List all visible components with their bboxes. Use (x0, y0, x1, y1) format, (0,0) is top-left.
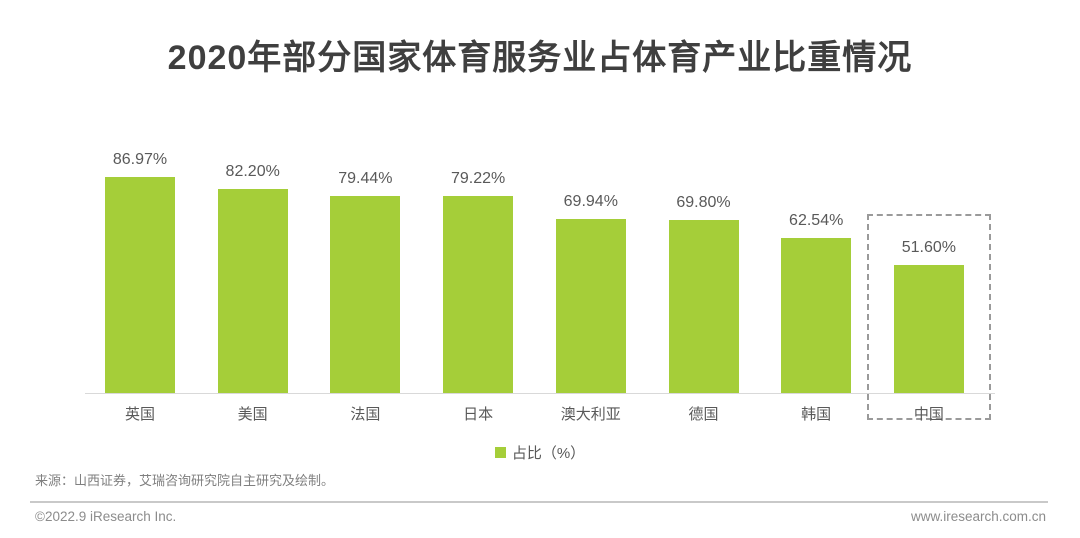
bar-value-label-韩国: 62.54% (789, 211, 844, 229)
bar-澳大利亚 (555, 219, 626, 393)
source-note: 来源：山西证券，艾瑞咨询研究院自主研究及绘制。 (35, 473, 335, 488)
bar-英国 (105, 176, 175, 393)
footer-copyright: ©2022.9 iResearch Inc. (35, 509, 177, 524)
footer-divider (30, 501, 1048, 503)
bar-韩国 (781, 237, 852, 393)
bar-category-label-中国: 中国 (913, 406, 944, 423)
x-axis-baseline (85, 393, 995, 394)
bar-value-label-美国: 82.20% (225, 162, 280, 180)
bar-value-label-中国: 51.60% (901, 238, 957, 256)
bar-value-label-英国: 86.97% (112, 150, 168, 168)
legend-label: 占比（%） (511, 445, 586, 462)
bar-中国 (893, 264, 964, 393)
bar-category-label-日本: 日本 (463, 406, 494, 423)
legend-swatch-green (494, 447, 506, 458)
bar-category-label-英国: 英国 (124, 406, 155, 423)
footer-website-url: www.iresearch.com.cn (910, 509, 1046, 524)
bar-value-label-日本: 79.22% (450, 170, 506, 188)
bar-美国 (217, 188, 288, 393)
bar-value-label-澳大利亚: 69.94% (563, 193, 618, 211)
chart-title: 2020年部分国家体育服务业占体育产业比重情况 (167, 39, 913, 77)
bar-日本 (443, 196, 514, 393)
bar-category-label-德国: 德国 (688, 406, 719, 423)
highlight-dashed-box-中国 (866, 214, 991, 420)
chart-legend: 占比（%） (0, 442, 1080, 463)
bar-category-label-法国: 法国 (350, 406, 381, 423)
bar-法国 (330, 195, 401, 393)
bar-德国 (668, 219, 739, 393)
bar-category-label-韩国: 韩国 (801, 406, 832, 423)
bar-value-label-德国: 69.80% (676, 193, 731, 211)
bar-category-label-美国: 美国 (237, 406, 268, 423)
bar-category-label-澳大利亚: 澳大利亚 (560, 406, 621, 423)
bar-value-label-法国: 79.44% (338, 169, 393, 187)
